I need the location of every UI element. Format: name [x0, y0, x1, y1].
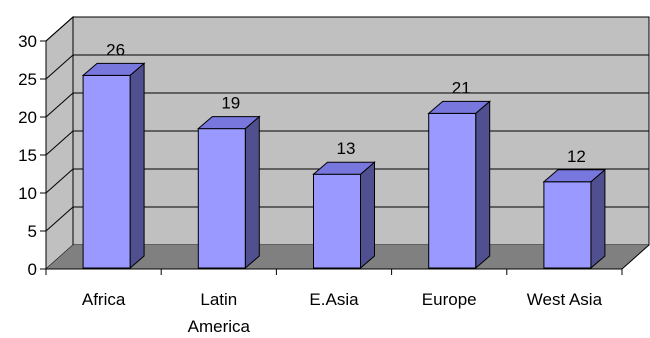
category-label: Europe	[422, 290, 477, 309]
y-tick-label: 15	[18, 146, 37, 165]
category-label: Africa	[82, 290, 126, 309]
data-label: 13	[337, 139, 356, 158]
bar	[427, 100, 492, 270]
bar-top	[81, 62, 146, 76]
bar-side	[360, 161, 375, 270]
bar-side	[590, 168, 606, 270]
bar-front	[197, 128, 246, 269]
gridline	[45, 16, 649, 42]
category-label: Latin America	[188, 290, 251, 336]
bar	[81, 62, 146, 270]
data-label: 21	[452, 78, 471, 97]
y-tick-label: 5	[28, 222, 37, 241]
y-tick-label: 25	[18, 70, 37, 89]
bar	[312, 161, 376, 270]
bar	[542, 168, 607, 270]
bar-top	[196, 116, 261, 130]
bar-side	[244, 115, 260, 270]
y-tick-label: 10	[18, 184, 37, 203]
x-axis-slant	[621, 244, 650, 270]
y-axis: 0 5 10 15 20 25 30	[18, 32, 650, 279]
y-tick-label: 30	[18, 32, 37, 51]
category-label-line: Latin	[200, 290, 237, 309]
labels: 26 Africa 19 Latin America 13 E.Asia 21 Europe 12…	[82, 40, 603, 336]
bar-side	[475, 100, 491, 270]
bar-side	[129, 62, 145, 270]
bar-top	[312, 161, 376, 175]
bar-top	[427, 100, 492, 114]
y-tick-label: 20	[18, 108, 37, 127]
category-label-line: E.Asia	[309, 290, 359, 309]
category-label-line: Africa	[82, 290, 126, 309]
bar-front	[543, 181, 592, 269]
bar-front	[313, 173, 361, 269]
data-label: 19	[221, 94, 240, 113]
category-label-line: West Asia	[527, 290, 603, 309]
category-label-line: America	[188, 317, 251, 336]
bar-front	[428, 112, 477, 269]
data-label: 26	[106, 40, 125, 59]
y-tick-label: 0	[28, 260, 37, 279]
gridline	[45, 54, 649, 80]
gridline	[45, 92, 649, 118]
category-label-line: Europe	[422, 290, 477, 309]
bar-top	[542, 169, 607, 183]
category-label: E.Asia	[309, 290, 359, 309]
data-label: 12	[567, 147, 586, 166]
bars	[81, 62, 607, 270]
bar-front	[82, 74, 131, 269]
bar	[196, 115, 261, 270]
category-label: West Asia	[527, 290, 603, 309]
